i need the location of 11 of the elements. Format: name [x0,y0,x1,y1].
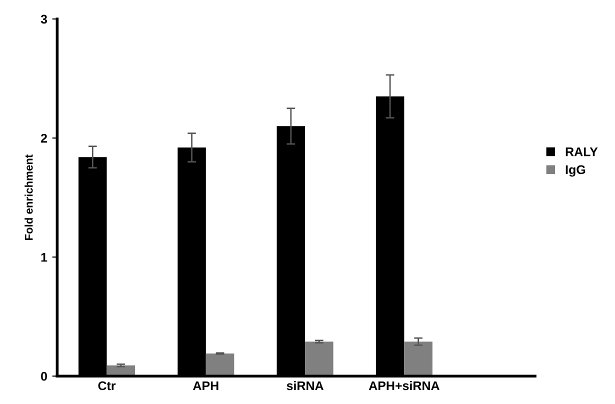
y-axis-title: Fold enrichment [24,154,33,240]
y-tick-label: 2 [40,134,47,143]
y-tick-label: 1 [41,253,48,262]
x-tick-label: APH+siRNA [368,380,440,390]
x-tick-label: Ctr [98,381,116,390]
y-tick-label: 0 [41,372,47,381]
x-tick-label: siRNA [286,380,324,390]
x-tick-label: APH [193,381,218,390]
legend-label: IgG [566,165,586,177]
legend-label: RALY [566,147,598,156]
y-tick-label: 3 [40,14,48,24]
